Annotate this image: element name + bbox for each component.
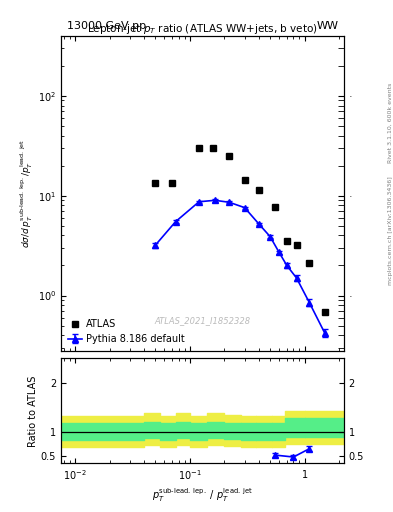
ATLAS: [294, 242, 299, 248]
ATLAS: [322, 309, 327, 315]
ATLAS: [153, 180, 158, 186]
Text: Rivet 3.1.10, 600k events: Rivet 3.1.10, 600k events: [387, 83, 393, 163]
ATLAS: [285, 238, 289, 244]
ATLAS: [227, 153, 231, 159]
ATLAS: [307, 260, 312, 266]
Text: mcplots.cern.ch [arXiv:1306.3436]: mcplots.cern.ch [arXiv:1306.3436]: [387, 176, 393, 285]
Text: 13000 GeV pp: 13000 GeV pp: [66, 21, 146, 31]
Y-axis label: $d\sigma/d\,p_T^{\rm sub\text{-}lead.\,lep.}/p_T^{\rm lead.\,jet}$: $d\sigma/d\,p_T^{\rm sub\text{-}lead.\,l…: [18, 139, 35, 248]
ATLAS: [170, 180, 174, 186]
Legend: ATLAS, Pythia 8.186 default: ATLAS, Pythia 8.186 default: [66, 317, 187, 346]
Y-axis label: Ratio to ATLAS: Ratio to ATLAS: [28, 375, 38, 446]
ATLAS: [272, 203, 277, 209]
X-axis label: $p_T^{\rm sub\text{-}lead.\,lep.}$ / $p_T^{\rm lead.\,jet}$: $p_T^{\rm sub\text{-}lead.\,lep.}$ / $p_…: [152, 486, 253, 504]
Title: Lepton-jet $p_T$ ratio (ATLAS WW+jets, b veto): Lepton-jet $p_T$ ratio (ATLAS WW+jets, b…: [87, 22, 318, 36]
ATLAS: [211, 145, 216, 151]
ATLAS: [196, 145, 201, 151]
ATLAS: [257, 186, 261, 193]
Text: ATLAS_2021_I1852328: ATLAS_2021_I1852328: [154, 316, 250, 326]
Line: ATLAS: ATLAS: [152, 145, 328, 316]
ATLAS: [242, 177, 247, 183]
Text: WW: WW: [316, 21, 338, 31]
